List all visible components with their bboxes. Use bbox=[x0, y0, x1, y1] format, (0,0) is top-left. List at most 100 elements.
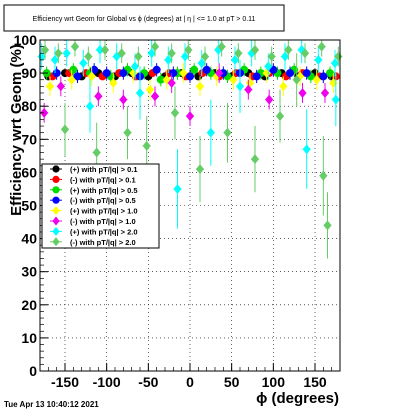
x-tick-label: 100 bbox=[262, 374, 286, 390]
data-point bbox=[321, 87, 329, 98]
data-point bbox=[251, 44, 259, 55]
data-point bbox=[62, 48, 71, 59]
legend-label: (-) with pT/|q| > 0.1 bbox=[70, 175, 136, 184]
data-point bbox=[217, 41, 226, 52]
data-point bbox=[190, 65, 199, 74]
data-point bbox=[92, 147, 101, 158]
data-point bbox=[109, 78, 118, 89]
data-point bbox=[215, 68, 224, 79]
data-point bbox=[171, 107, 179, 118]
data-point bbox=[61, 124, 69, 135]
data-point bbox=[84, 51, 93, 62]
data-point bbox=[79, 58, 88, 69]
data-point bbox=[267, 51, 276, 62]
data-point bbox=[169, 69, 178, 78]
legend: (+) with pT/|q| > 0.1(-) with pT/|q| > 0… bbox=[41, 163, 160, 249]
series-8 bbox=[41, 40, 343, 259]
legend-label: (-) with pT/|q| > 2.0 bbox=[70, 238, 136, 247]
data-point bbox=[142, 140, 151, 151]
y-tick-label: 100 bbox=[14, 32, 38, 48]
data-point bbox=[197, 58, 206, 69]
data-point bbox=[173, 183, 182, 194]
legend-entry: (-) with pT/|q| > 2.0 bbox=[50, 237, 136, 247]
series-3 bbox=[42, 63, 334, 87]
data-point bbox=[181, 51, 189, 62]
data-point bbox=[52, 69, 61, 78]
data-point bbox=[223, 127, 232, 138]
data-point bbox=[229, 74, 238, 85]
data-point bbox=[167, 48, 176, 59]
data-point bbox=[151, 91, 159, 102]
legend-entry: (+) with pT/|q| > 1.0 bbox=[50, 206, 138, 216]
series-7 bbox=[37, 40, 340, 229]
data-point bbox=[317, 41, 326, 52]
data-point bbox=[298, 87, 307, 98]
data-point bbox=[119, 94, 128, 105]
data-point bbox=[152, 65, 161, 74]
data-point bbox=[94, 91, 103, 102]
data-point bbox=[151, 41, 159, 52]
data-point bbox=[269, 65, 278, 74]
data-point bbox=[292, 74, 301, 85]
legend-label: (+) with pT/|q| > 0.1 bbox=[70, 165, 138, 174]
data-point bbox=[314, 54, 323, 65]
data-point bbox=[134, 51, 143, 62]
data-point bbox=[331, 58, 339, 69]
legend-entry: (+) with pT/|q| > 0.1 bbox=[50, 165, 138, 174]
data-point bbox=[136, 87, 144, 98]
data-point bbox=[41, 44, 49, 55]
legend-marker bbox=[52, 226, 60, 236]
data-point bbox=[206, 127, 215, 138]
x-tick-label: 150 bbox=[303, 374, 327, 390]
data-point bbox=[302, 69, 311, 78]
data-point bbox=[164, 54, 173, 65]
legend-marker bbox=[52, 237, 60, 247]
data-point bbox=[244, 84, 253, 95]
data-point bbox=[131, 61, 139, 72]
data-point bbox=[326, 69, 334, 78]
data-point bbox=[56, 81, 65, 92]
data-point bbox=[323, 220, 332, 231]
data-point bbox=[96, 44, 104, 55]
data-point bbox=[281, 51, 289, 62]
data-point bbox=[286, 69, 294, 78]
data-point bbox=[196, 164, 204, 175]
legend-marker bbox=[52, 196, 60, 204]
legend-marker bbox=[52, 186, 60, 194]
legend-marker bbox=[52, 165, 60, 173]
y-axis-title: Efficiency wrt Geom (%) bbox=[8, 44, 25, 216]
legend-marker bbox=[52, 216, 60, 226]
data-point bbox=[117, 48, 126, 59]
data-point bbox=[201, 51, 209, 62]
y-tick-label: 60 bbox=[21, 164, 37, 180]
timestamp: Tue Apr 13 10:40:12 2021 bbox=[4, 400, 99, 409]
y-tick-label: 30 bbox=[21, 264, 37, 280]
data-point bbox=[186, 111, 194, 122]
data-point bbox=[101, 44, 109, 55]
series-4 bbox=[52, 63, 328, 84]
data-point bbox=[119, 69, 128, 78]
x-tick-label: 50 bbox=[224, 374, 240, 390]
chart-title: Efficiency wrt Geom for Global vs ϕ (deg… bbox=[33, 16, 256, 23]
x-axis-title: ϕ (degrees) bbox=[256, 390, 339, 407]
data-point bbox=[146, 84, 154, 95]
data-point bbox=[46, 81, 54, 92]
x-tick-label: -150 bbox=[51, 374, 79, 390]
data-point bbox=[264, 61, 273, 72]
data-point bbox=[69, 65, 78, 74]
data-point bbox=[123, 127, 132, 138]
data-point bbox=[67, 74, 76, 85]
data-point bbox=[51, 54, 59, 65]
legend-marker bbox=[52, 175, 60, 183]
y-tick-label: 10 bbox=[21, 330, 37, 346]
data-point bbox=[54, 48, 63, 59]
axes: 0 10 20 30 40 50 60 70 80 90 100 -150 -100 -50 0 50 100 1… bbox=[14, 32, 341, 390]
data-point bbox=[73, 72, 82, 81]
data-point bbox=[167, 78, 176, 89]
data-point bbox=[71, 41, 79, 52]
y-tick-label: 70 bbox=[21, 131, 37, 147]
series-6 bbox=[40, 63, 329, 127]
legend-label: (+) with pT/|q| > 1.0 bbox=[70, 207, 138, 216]
data-point bbox=[251, 154, 259, 165]
data-point bbox=[279, 81, 288, 92]
